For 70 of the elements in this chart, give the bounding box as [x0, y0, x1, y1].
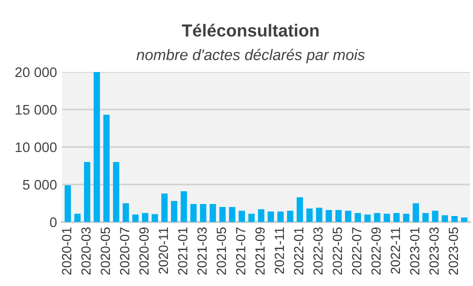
- x-tick-label: 2023-03: [429, 227, 439, 275]
- bar: [190, 204, 197, 222]
- bar: [248, 214, 255, 222]
- bar: [238, 210, 245, 222]
- x-tick-label: 2022-03: [313, 227, 323, 275]
- x-tick-label: 2021-09: [255, 227, 265, 275]
- bar: [374, 213, 380, 222]
- x-tick-label: 2022-05: [332, 227, 342, 275]
- bar: [335, 210, 342, 222]
- bar: [393, 213, 400, 222]
- bar: [161, 194, 168, 222]
- x-tick-label: 2022-11: [390, 228, 400, 274]
- bar: [442, 215, 448, 222]
- y-tick-label: 15 000: [16, 104, 57, 115]
- chart-title: Téléconsultation: [182, 24, 319, 37]
- bar: [432, 210, 438, 222]
- y-tick-label: 20 000: [15, 67, 57, 78]
- x-tick-label: 2021-01: [178, 228, 188, 275]
- x-tick-label: 2021-03: [197, 227, 207, 275]
- bar: [210, 204, 216, 222]
- bar: [229, 207, 236, 222]
- bar: [219, 207, 226, 222]
- bar: [345, 210, 352, 222]
- bar: [451, 216, 458, 222]
- bar: [306, 208, 313, 222]
- bar: [384, 214, 390, 222]
- y-tick-label: 0: [50, 217, 57, 228]
- bar: [277, 212, 284, 222]
- bar: [122, 203, 129, 222]
- bar: [113, 162, 120, 222]
- x-tick-label: 2022-09: [371, 227, 381, 275]
- x-tick-label: 2020-09: [139, 227, 149, 275]
- x-tick-label: 2023-05: [448, 227, 458, 275]
- bar: [316, 208, 322, 222]
- chart-subtitle: nombre d'actes déclarés par mois: [136, 48, 365, 64]
- bar: [412, 203, 419, 222]
- bar: [354, 213, 361, 222]
- bar: [200, 204, 206, 222]
- x-tick-label: 2020-07: [120, 228, 130, 275]
- x-tick-label: 2021-11: [274, 228, 284, 274]
- bar: [132, 214, 139, 222]
- bar: [171, 201, 178, 222]
- bar: [287, 210, 294, 222]
- x-tick-label: 2021-07: [236, 228, 246, 275]
- x-tick-label: 2020-05: [100, 227, 110, 275]
- bar: [296, 197, 303, 222]
- x-tick-label: 2020-03: [81, 227, 91, 275]
- bar: [268, 212, 274, 222]
- x-tick-label: 2022-07: [352, 228, 362, 275]
- bar: [326, 210, 332, 222]
- bar: [142, 213, 148, 222]
- bar: [84, 162, 90, 222]
- bar: [403, 214, 410, 222]
- bar: [180, 191, 187, 222]
- bar: [94, 72, 100, 222]
- bar: [461, 218, 468, 222]
- y-tick-label: 5 000: [22, 180, 57, 190]
- bar: [258, 209, 264, 222]
- x-tick-label: 2020-11: [158, 228, 168, 274]
- x-tick-label: 2021-05: [216, 227, 226, 275]
- bar: [64, 185, 71, 222]
- bar: [74, 214, 81, 222]
- x-tick-label: 2020-01: [62, 228, 72, 275]
- bar: [364, 214, 371, 222]
- bar: [152, 214, 158, 222]
- bar: [103, 114, 110, 222]
- y-tick-label: 10 000: [16, 142, 57, 152]
- x-tick-label: 2023-01: [410, 228, 420, 275]
- x-tick-label: 2022-01: [294, 228, 304, 275]
- bar: [422, 213, 429, 222]
